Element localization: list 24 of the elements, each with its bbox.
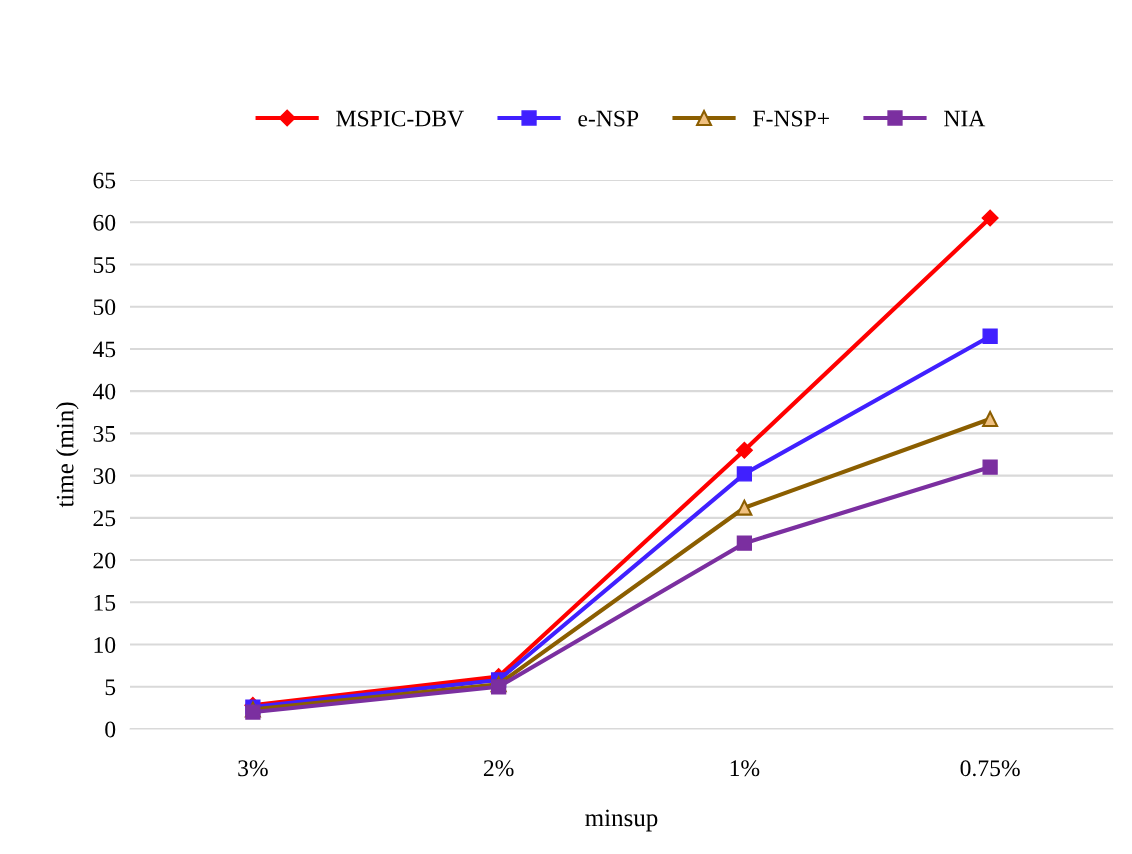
- y-tick-label: 35: [93, 425, 116, 442]
- legend-label: NIA: [944, 110, 986, 127]
- y-tick-label: 0: [105, 721, 116, 738]
- legend-label: e-NSP: [578, 110, 639, 127]
- y-tick-label: 45: [92, 341, 116, 358]
- y-tick-label: 5: [105, 679, 116, 696]
- y-tick-label: 10: [94, 637, 116, 653]
- x-tick-label: 0.75%: [960, 760, 1020, 777]
- y-tick-label: 65: [93, 172, 116, 189]
- legend-label: MSPIC-DBV: [336, 110, 464, 127]
- x-tick-label: 1%: [730, 760, 760, 777]
- legend-label: F-NSP+: [753, 110, 829, 127]
- y-tick-label: 60: [93, 214, 116, 231]
- x-tick-label: 3%: [238, 760, 268, 777]
- x-tick-label: 2%: [483, 760, 514, 777]
- y-tick-label: 30: [93, 468, 116, 485]
- y-tick-label: 40: [92, 383, 116, 400]
- y-tick-label: 20: [93, 552, 116, 569]
- x-axis-title: minsup: [585, 809, 658, 832]
- y-tick-label: 25: [93, 510, 116, 527]
- y-tick-label: 15: [94, 594, 116, 611]
- y-tick-label: 55: [93, 257, 116, 273]
- y-tick-label: 50: [93, 299, 116, 316]
- y-axis-title: time (min): [55, 402, 79, 508]
